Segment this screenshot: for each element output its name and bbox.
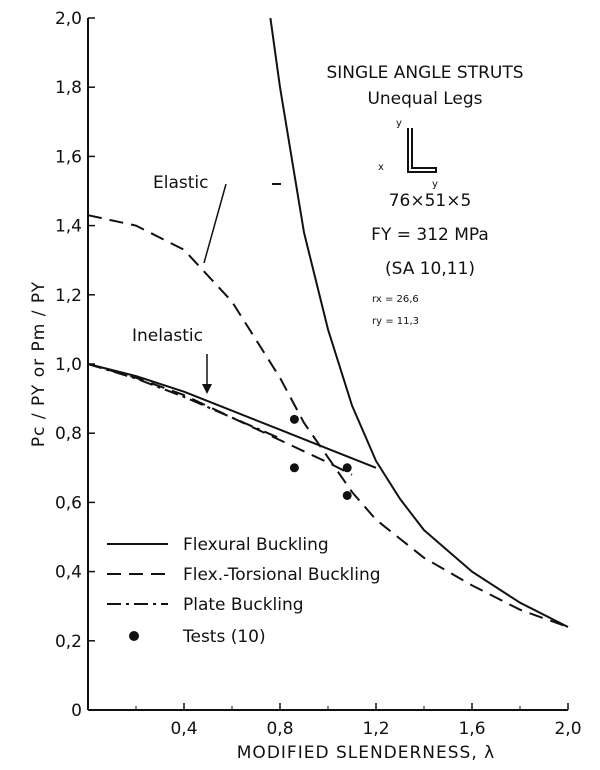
test-point <box>342 463 352 473</box>
legend-label: Flexural Buckling <box>183 535 329 555</box>
annotation-fy: FY = 312 MPa <box>371 225 489 245</box>
annotation-title: SINGLE ANGLE STRUTS <box>326 63 523 83</box>
annotation-axis-y2: y <box>432 179 438 190</box>
annotation-layer: SINGLE ANGLE STRUTS Unequal Legs 76×51×5 FY… <box>132 63 524 394</box>
y-tick-label: 0,4 <box>55 563 82 583</box>
legend-label: Tests (10) <box>182 627 266 647</box>
angle-section-icon <box>407 128 437 173</box>
y-tick-label: 1,6 <box>55 147 82 167</box>
annotation-axis-y: y <box>396 118 402 129</box>
annotation-rx: rx = 26,6 <box>372 294 419 305</box>
marker-layer <box>289 414 352 500</box>
y-tick-label: 1,0 <box>55 355 82 375</box>
series-line-solid-0 <box>87 363 377 469</box>
elastic-pointer <box>203 183 227 264</box>
x-tick-label: 2,0 <box>554 719 581 739</box>
inelastic-label: Inelastic <box>132 326 203 346</box>
annotation-subtitle: Unequal Legs <box>367 89 482 109</box>
y-axis-title: Pc / PY or Pm / PY <box>29 281 49 447</box>
y-tick-label: 0,6 <box>55 493 82 513</box>
x-tick-label: 1,6 <box>458 719 485 739</box>
series-line-dashed-2 <box>87 214 569 628</box>
elastic-label: Elastic <box>153 173 208 193</box>
test-point <box>342 490 352 500</box>
series-line-solid-1 <box>269 17 569 628</box>
annotation-section: 76×51×5 <box>389 191 472 211</box>
x-axis-title: MODIFIED SLENDERNESS, λ <box>237 743 495 763</box>
annotation-axis-x: x <box>378 162 384 173</box>
y-tick-label: 0,8 <box>55 424 82 444</box>
y-tick-label: 1,4 <box>55 217 82 237</box>
annotation-ry: ry = 11,3 <box>372 316 419 327</box>
y-tick-label: 0 <box>71 701 82 721</box>
inelastic-arrowhead <box>202 384 212 394</box>
x-tick-label: 0,8 <box>266 719 293 739</box>
y-tick-label: 1,2 <box>55 286 82 306</box>
tick-layer: 0 0,2 0,4 0,6 0,8 1,0 1,2 1,4 1,6 1,8 2,0 0,4 0,8 1,2… <box>29 9 582 763</box>
curve-layer <box>87 17 569 628</box>
series-line-dashdot-4 <box>87 363 281 440</box>
annotation-ref: (SA 10,11) <box>385 259 475 279</box>
y-tick-label: 0,2 <box>55 632 82 652</box>
legend-label: Plate Buckling <box>183 595 304 615</box>
x-tick-label: 1,2 <box>362 719 389 739</box>
test-point <box>289 463 299 473</box>
legend: Flexural Buckling Flex.-Torsional Bucklin… <box>107 535 381 647</box>
y-tick-label: 1,8 <box>55 78 82 98</box>
test-point <box>289 414 299 424</box>
legend-label: Flex.-Torsional Buckling <box>183 565 381 585</box>
y-tick-label: 2,0 <box>55 9 82 29</box>
axes-frame <box>87 18 568 711</box>
x-tick-label: 0,4 <box>170 719 197 739</box>
series-line-dashed-3 <box>87 363 353 476</box>
legend-marker <box>129 631 139 641</box>
